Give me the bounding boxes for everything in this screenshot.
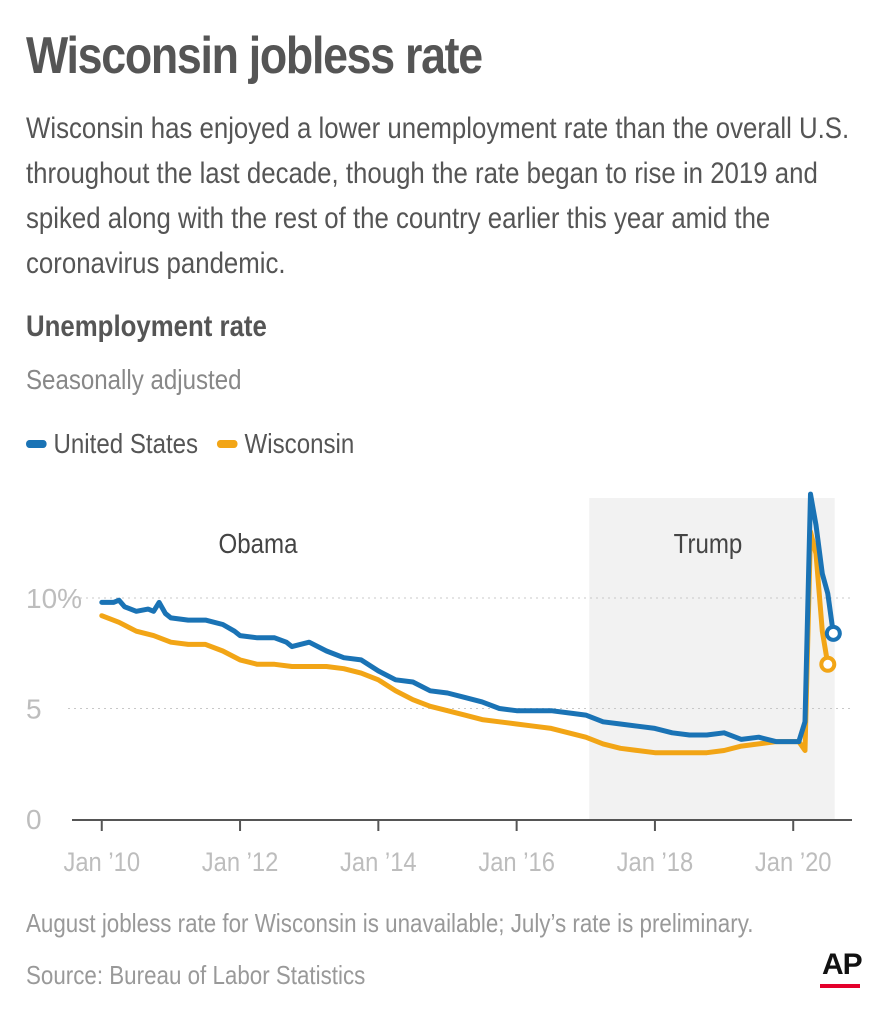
legend-swatch-united-states bbox=[26, 440, 47, 448]
period-shade-trump bbox=[589, 498, 835, 819]
page-subtitle: Wisconsin has enjoyed a lower unemployme… bbox=[26, 112, 850, 280]
y-tick-label-10: 10% bbox=[26, 583, 82, 614]
x-tick-label-2016: Jan ’16 bbox=[478, 848, 555, 878]
x-tick-label-2010: Jan ’10 bbox=[63, 848, 140, 878]
period-label-trump: Trump bbox=[674, 527, 743, 559]
legend-item-wisconsin: Wisconsin bbox=[217, 428, 354, 460]
chart-legend: United States Wisconsin bbox=[26, 428, 373, 460]
legend-label-wisconsin: Wisconsin bbox=[244, 428, 355, 459]
period-label-obama: Obama bbox=[219, 527, 298, 559]
legend-swatch-wisconsin bbox=[217, 440, 238, 448]
series-end-marker-wisconsin bbox=[819, 655, 837, 673]
source-credit: Source: Bureau of Labor Statistics bbox=[26, 960, 366, 990]
series-end-marker-united-states bbox=[824, 624, 842, 642]
legend-item-united-states: United States bbox=[26, 428, 198, 460]
y-tick-label-5: 5 bbox=[26, 694, 42, 725]
x-tick-label-2018: Jan ’18 bbox=[617, 848, 694, 878]
series-line-united-states bbox=[99, 491, 836, 745]
y-tick-label-0: 0 bbox=[26, 804, 42, 835]
ap-logo-underline bbox=[820, 984, 860, 988]
series-line-wisconsin bbox=[99, 529, 831, 756]
legend-label-united-states: United States bbox=[53, 428, 199, 459]
chart-note: August jobless rate for Wisconsin is una… bbox=[26, 908, 754, 938]
chart-title: Unemployment rate bbox=[26, 310, 267, 343]
x-tick-label-2014: Jan ’14 bbox=[340, 848, 417, 878]
chart-subtitle: Seasonally adjusted bbox=[26, 364, 242, 395]
x-tick-label-2020: Jan ’20 bbox=[755, 848, 832, 878]
x-tick-label-2012: Jan ’12 bbox=[202, 848, 279, 878]
ap-logo: AP bbox=[822, 948, 863, 981]
page-title: Wisconsin jobless rate bbox=[26, 27, 483, 85]
unemployment-line-chart: Obama Trump 0 5 10% Jan ’10 Jan ’12 Jan ’14 Jan … bbox=[26, 491, 852, 878]
